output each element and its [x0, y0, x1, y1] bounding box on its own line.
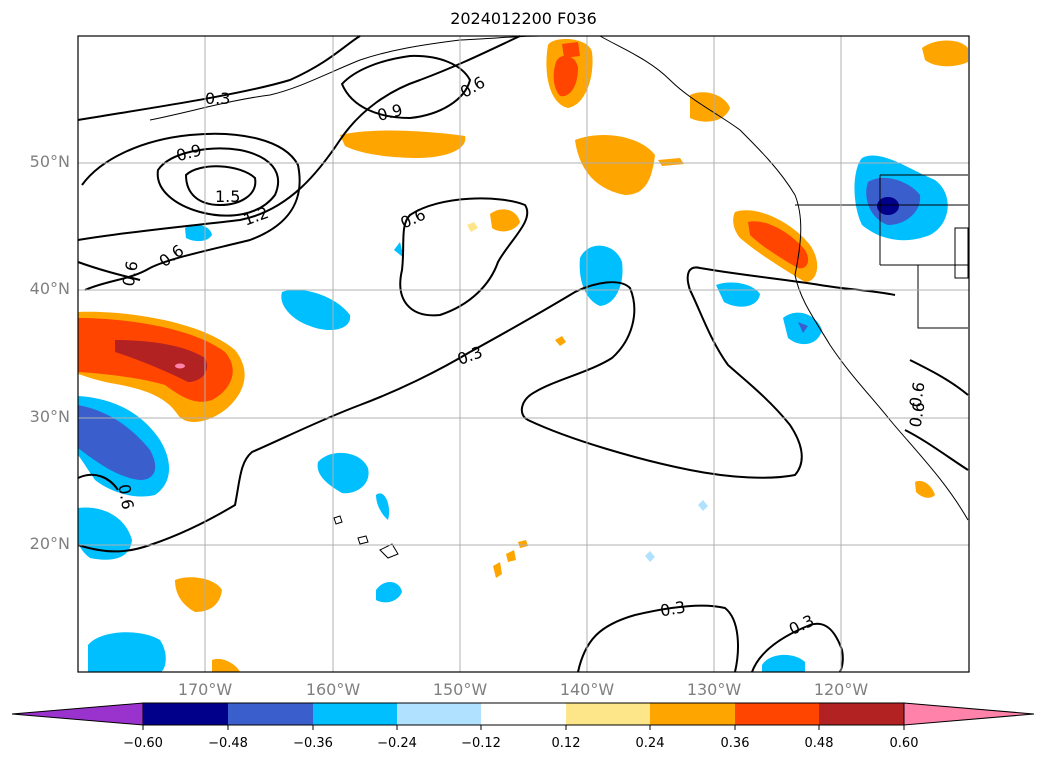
contour-label: 0.3: [205, 89, 230, 108]
colorbar-segment: [313, 703, 397, 725]
lat-label: 50°N: [29, 152, 70, 171]
colorbar-tick-label: 0.36: [720, 736, 750, 751]
map-title: 2024012200 F036: [450, 9, 597, 28]
colorbar-tick-label: 0.60: [889, 736, 919, 751]
colorbar-tick-label: −0.24: [377, 736, 417, 751]
lat-label: 40°N: [29, 279, 70, 298]
coastline-and-borders: [149, 35, 969, 559]
colorbar-segment: [819, 703, 904, 725]
colorbar-extend-low: [11, 702, 144, 726]
contour-label: 1.5: [215, 187, 240, 206]
lat-label: 20°N: [29, 534, 70, 553]
contour-label: 0.6: [119, 259, 142, 287]
grid-lines: [78, 36, 969, 672]
lon-label: 170°W: [177, 680, 233, 699]
colorbar: [11, 702, 1035, 730]
colorbar-tick-label: −0.60: [123, 736, 163, 751]
lon-label: 140°W: [559, 680, 615, 699]
colorbar-tick-label: 0.12: [551, 736, 581, 751]
filled-anomaly-shading: [78, 38, 968, 672]
map-frame: [77, 35, 970, 673]
colorbar-segment: [143, 703, 228, 725]
colorbar-tick-label: −0.48: [208, 736, 248, 751]
colorbar-tick-label: 0.24: [635, 736, 665, 751]
contour-label: 0.6: [114, 483, 137, 511]
colorbar-extend-high: [903, 702, 1035, 726]
lon-label: 130°W: [686, 680, 742, 699]
lat-label: 30°N: [29, 407, 70, 426]
contour-label: 0.6: [906, 380, 929, 408]
colorbar-tick-label: −0.12: [461, 736, 501, 751]
colorbar-segment: [566, 703, 650, 725]
colorbar-segment: [650, 703, 735, 725]
colorbar-tick-label: 0.48: [804, 736, 834, 751]
colorbar-tick-label: −0.36: [293, 736, 333, 751]
colorbar-segment: [228, 703, 313, 725]
colorbar-segment: [481, 703, 566, 725]
lon-label: 120°W: [813, 680, 869, 699]
colorbar-segment: [735, 703, 819, 725]
contour-label: 0.3: [659, 597, 687, 620]
lon-label: 160°W: [305, 680, 361, 699]
colorbar-segment: [397, 703, 481, 725]
contour-label: 0.6: [906, 400, 929, 428]
lon-label: 150°W: [432, 680, 488, 699]
